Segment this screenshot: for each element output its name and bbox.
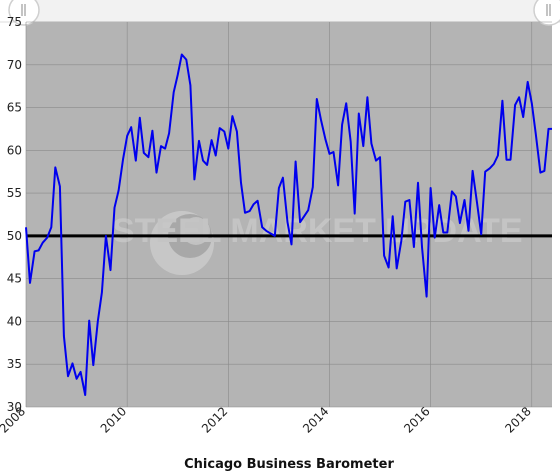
series-layer (25, 53, 552, 396)
range-selector-track[interactable] (26, 0, 552, 22)
y-tick-label: 45 (7, 272, 22, 286)
x-tick-label: 2014 (300, 404, 331, 435)
series-line-0 (25, 53, 552, 396)
x-tick-label: 2016 (401, 404, 432, 435)
x-tick-label: 2008 (0, 404, 28, 435)
y-tick-label: 40 (7, 314, 22, 328)
y-tick-label: 50 (7, 229, 22, 243)
y-tick-label: 70 (7, 58, 22, 72)
watermark-text: STEEL MARKET UPDATE (112, 212, 523, 250)
y-axis: 30 35 40 45 50 55 60 65 70 75 (7, 15, 22, 414)
x-tick-label: 2012 (199, 404, 230, 435)
x-axis-label: Chicago Business Barometer (184, 457, 394, 472)
x-tick-label: 2010 (98, 404, 129, 435)
range-handle-right[interactable] (533, 0, 560, 26)
y-tick-label: 35 (7, 357, 22, 371)
x-tick-label: 2018 (502, 404, 533, 435)
watermark: STEEL MARKET UPDATE (112, 211, 523, 275)
x-axis: 2008 2010 2012 2014 2016 2018 (0, 404, 534, 435)
watermark-logo (150, 211, 214, 275)
y-tick-label: 65 (7, 101, 22, 115)
y-tick-label: 75 (7, 15, 22, 29)
y-tick-label: 30 (7, 400, 22, 414)
y-tick-label: 60 (7, 143, 22, 157)
range-handle-left[interactable] (8, 0, 40, 26)
range-selector[interactable] (0, 0, 560, 23)
y-tick-label: 55 (7, 186, 22, 200)
